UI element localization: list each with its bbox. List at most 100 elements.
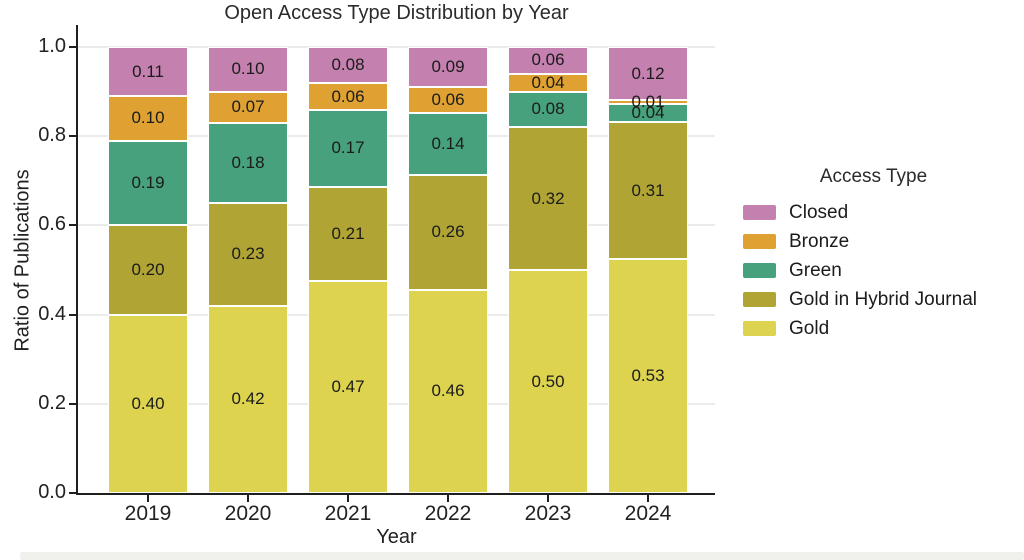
bar-value-label: 0.04 (631, 103, 665, 123)
bar-value-label: 0.08 (331, 55, 365, 75)
bar-value-label: 0.46 (431, 381, 465, 401)
y-axis-tick-label: 0.2 (38, 391, 66, 414)
bar-value-label: 0.20 (131, 260, 165, 279)
bar-segment (108, 96, 188, 141)
bar-segment (208, 91, 288, 123)
y-axis-tick-label: 0.8 (38, 124, 66, 147)
legend-label: Bronze (789, 230, 850, 252)
legend-entry: Closed (743, 198, 988, 227)
y-axis-label: Ratio of Publications (11, 169, 34, 352)
x-axis-tick (547, 495, 549, 502)
bar-segment (108, 314, 188, 493)
x-axis-tick-label: 2022 (424, 502, 472, 525)
y-axis-spine (76, 25, 78, 495)
legend-entry: Gold in Hybrid Journal (743, 285, 988, 314)
bar-segment (508, 127, 588, 270)
y-axis-tick (69, 135, 76, 138)
x-axis-tick (647, 495, 649, 502)
bar-segment (208, 305, 288, 493)
bar-segment (508, 73, 588, 92)
x-axis-tick-label: 2024 (624, 502, 672, 525)
chart-title: Open Access Type Distribution by Year (224, 2, 569, 24)
legend-swatch (743, 205, 776, 220)
y-axis-tick-label: 0.6 (38, 213, 66, 236)
bar-segment (308, 281, 388, 493)
x-axis-label: Year (376, 526, 417, 548)
legend-entry: Gold (743, 314, 988, 343)
bar-value-label: 0.12 (631, 63, 665, 83)
gridline (78, 224, 715, 227)
bar-value-label: 0.01 (631, 92, 665, 112)
legend-swatch (743, 234, 776, 249)
bar-segment (408, 47, 488, 87)
bar-value-label: 0.19 (131, 173, 165, 193)
bar-segment (408, 113, 488, 176)
gridline (78, 402, 715, 405)
x-axis-spine (76, 493, 715, 495)
legend-entry: Green (743, 256, 988, 285)
legend-label: Closed (789, 201, 849, 223)
bar-value-label: 0.06 (431, 90, 465, 109)
gridline (78, 313, 715, 316)
bar-value-label: 0.26 (431, 222, 465, 242)
bar-segment (108, 225, 188, 315)
x-axis-tick (447, 495, 449, 502)
y-axis-tick (69, 313, 76, 316)
bar-value-label: 0.50 (531, 371, 565, 391)
bar-segment (308, 110, 388, 187)
bar-value-label: 0.14 (431, 134, 465, 154)
bar-segment (608, 104, 688, 123)
bar-value-label: 0.10 (231, 59, 265, 79)
gridline (78, 46, 715, 48)
bar-value-label: 0.32 (531, 188, 565, 208)
gridline (78, 135, 715, 138)
bar-segment (208, 203, 288, 306)
y-axis-tick (69, 46, 76, 48)
bar-value-label: 0.09 (431, 56, 465, 76)
bar-segment (408, 175, 488, 290)
bar-segment (608, 47, 688, 100)
plot-area: 0.40 0.20 0.19 0.10 0.11 0.42 0.23 0.18 0.07 0.10… (78, 25, 715, 493)
bar-value-label: 0.42 (231, 389, 265, 409)
bar-value-label: 0.10 (131, 108, 165, 128)
bar-segment (508, 91, 588, 128)
bar-value-label: 0.23 (231, 244, 265, 264)
legend-swatch (743, 263, 776, 278)
bar-value-label: 0.31 (631, 180, 665, 200)
y-axis-tick-label: 0.4 (38, 302, 66, 325)
bar-value-label: 0.06 (531, 50, 565, 70)
legend-title: Access Type (819, 166, 928, 187)
bar-segment (308, 83, 388, 111)
bar-segment (508, 270, 588, 493)
bar-value-label: 0.08 (531, 99, 565, 119)
legend: Access Type Closed Bronze Green Gold in Hyb… (743, 166, 988, 343)
legend-swatch (743, 321, 776, 336)
bar-segment (108, 47, 188, 97)
bar-segment (608, 122, 688, 259)
legend-swatch (743, 292, 776, 307)
bar-segment (108, 140, 188, 226)
bar-segment (208, 122, 288, 204)
bar-segment (508, 47, 588, 74)
bar-value-label: 0.18 (231, 152, 265, 172)
bar-segment (408, 86, 488, 114)
window-edge-strip (20, 552, 1024, 560)
bar-segment (308, 186, 388, 282)
x-axis-tick (347, 495, 349, 502)
y-axis-tick (69, 224, 76, 227)
bar-value-label: 0.21 (331, 223, 365, 243)
bar-value-label: 0.53 (631, 365, 665, 385)
x-axis-tick (247, 495, 249, 502)
bar-value-label: 0.06 (331, 86, 365, 106)
x-axis-tick-label: 2019 (124, 502, 172, 525)
x-axis-tick-label: 2021 (324, 502, 372, 525)
bar-segment (608, 258, 688, 493)
legend-entry: Bronze (743, 227, 988, 256)
bar-segment (308, 47, 388, 84)
legend-entries: Closed Bronze Green Gold in Hybrid Journal G… (743, 198, 988, 343)
bar-segment (608, 100, 688, 105)
legend-label: Gold in Hybrid Journal (789, 288, 977, 310)
y-axis-tick (69, 492, 76, 494)
y-axis-tick-label: 1.0 (38, 35, 66, 57)
